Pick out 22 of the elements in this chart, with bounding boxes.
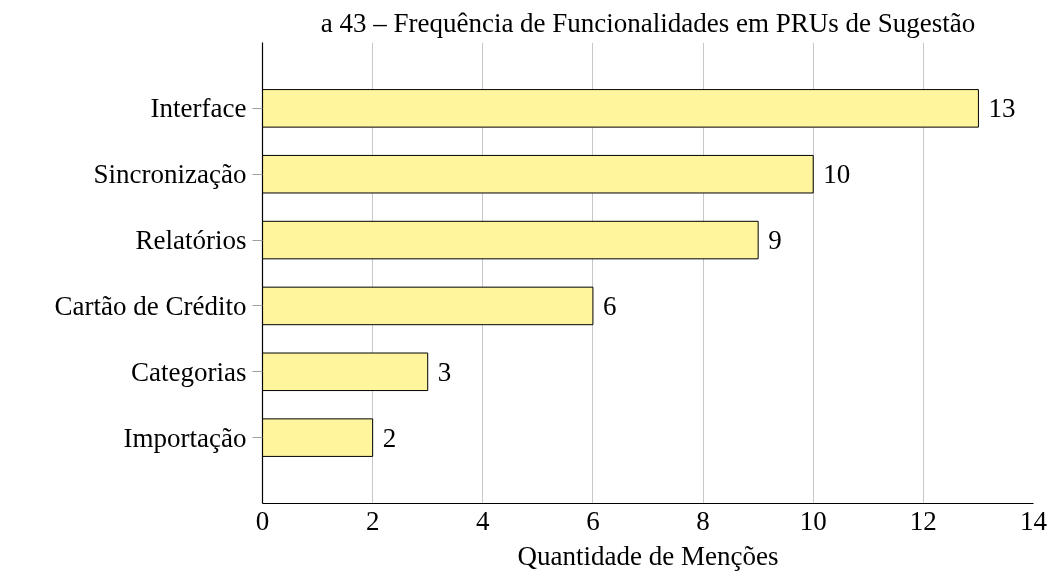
chart-title: a 43 – Frequência de Funcionalidades em PRUs de Sugestão <box>320 7 976 38</box>
y-tick-label: Categorias <box>131 356 247 387</box>
x-tick-label: 2 <box>365 505 380 536</box>
data-label: 13 <box>988 93 1016 124</box>
y-tick-label: Sincronização <box>93 159 247 190</box>
x-tick-label: 14 <box>1020 505 1048 536</box>
data-label: 6 <box>602 290 617 321</box>
y-tick-label: Interface <box>150 93 247 124</box>
x-axis-title: Quantidade de Menções <box>517 540 779 571</box>
x-tick-label: 10 <box>799 505 827 536</box>
data-label: 9 <box>768 225 782 256</box>
x-tick-label: 4 <box>476 505 491 536</box>
x-tick-label: 12 <box>909 505 937 536</box>
y-tick-label: Importação <box>123 422 247 453</box>
y-tick-label: Relatórios <box>135 225 247 256</box>
y-tick-label: Cartão de Crédito <box>54 290 247 321</box>
data-label: 2 <box>382 422 397 453</box>
x-tick-label: 8 <box>696 505 710 536</box>
data-label: 10 <box>823 159 851 190</box>
x-tick-label: 0 <box>255 505 270 536</box>
data-label: 3 <box>437 356 452 387</box>
x-tick-label: 6 <box>586 505 600 536</box>
